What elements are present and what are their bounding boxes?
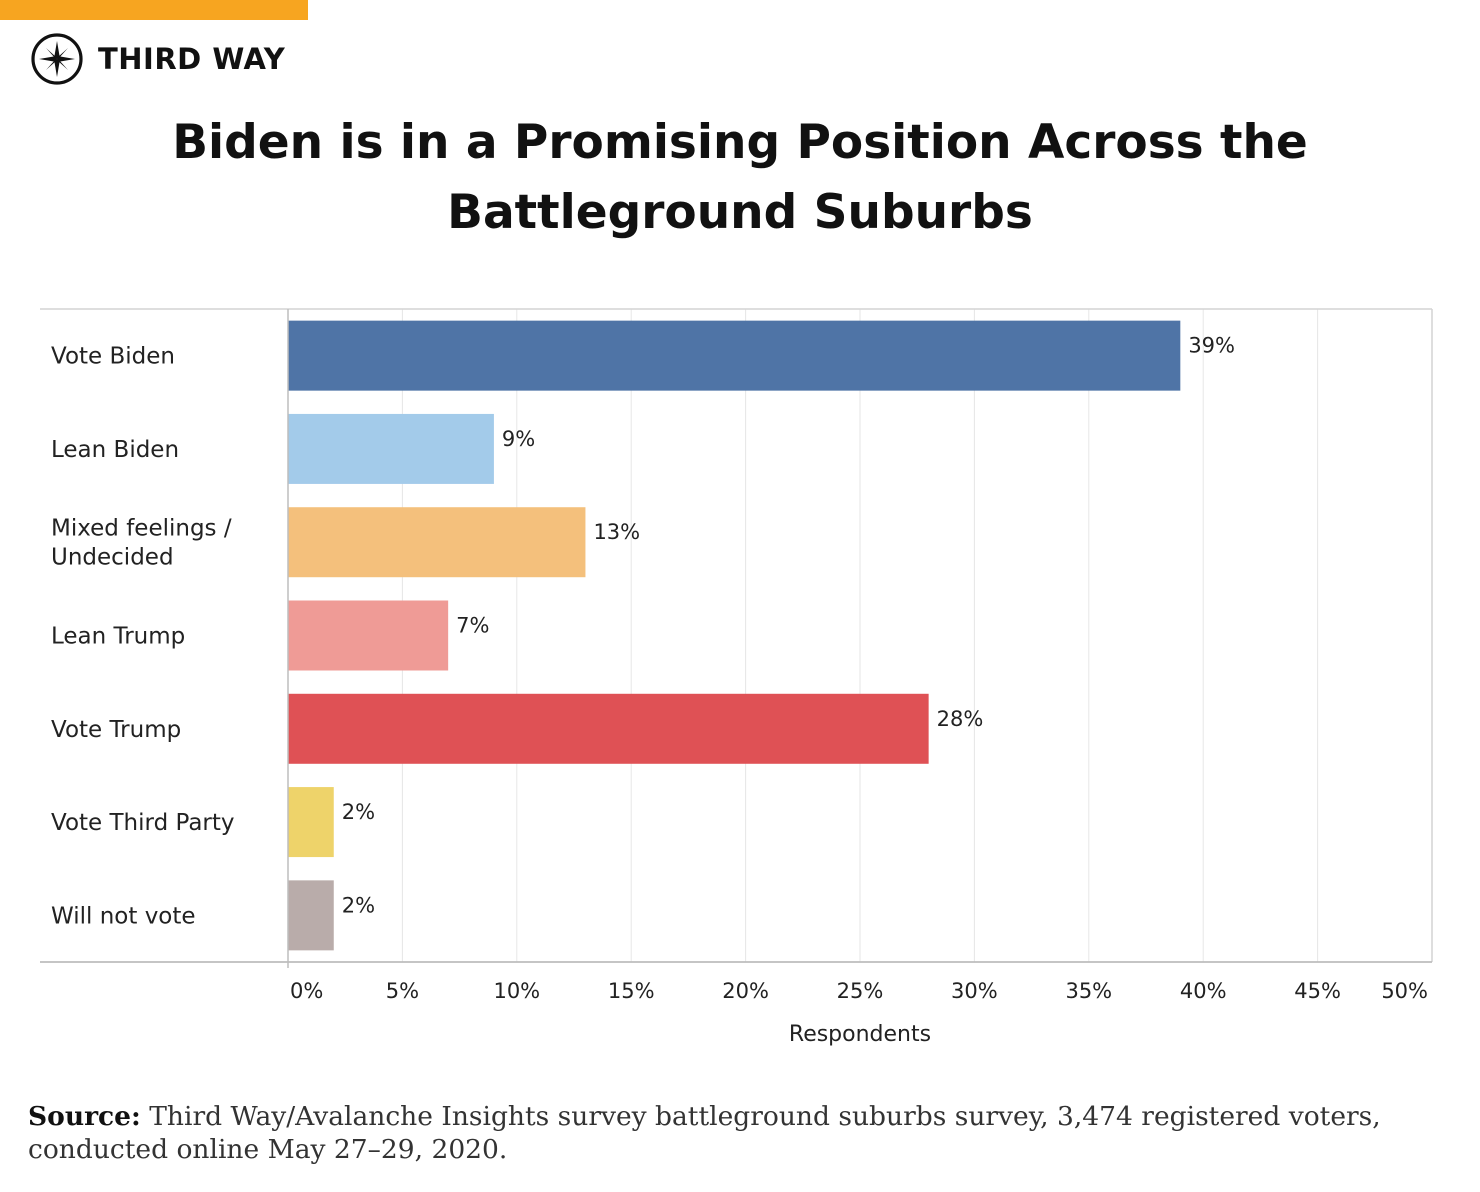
bar: [288, 787, 334, 858]
x-tick-label: 45%: [1294, 979, 1341, 1003]
category-label: Mixed feelings /: [51, 516, 232, 542]
x-axis-title: Respondents: [789, 1022, 931, 1047]
x-tick-label: 25%: [837, 979, 884, 1003]
accent-bar: [0, 0, 308, 20]
chart-title: Biden is in a Promising Position Across …: [0, 108, 1480, 248]
category-label: Vote Third Party: [51, 810, 235, 836]
chart-title-line-1: Biden is in a Promising Position Across …: [172, 115, 1308, 170]
category-label: Lean Trump: [51, 624, 185, 650]
source-text: Third Way/Avalanche Insights survey batt…: [28, 1101, 1381, 1165]
bar: [288, 880, 334, 951]
bar-chart: 39% Vote Biden 9% Lean Biden 13% Mixed feelin…: [40, 308, 1433, 1047]
brand-name: THIRD WAY: [98, 42, 286, 76]
bar: [288, 413, 494, 484]
x-tick-label: 10%: [493, 979, 540, 1003]
chart-title-line-2: Battleground Suburbs: [447, 185, 1033, 240]
value-label: 28%: [937, 707, 984, 731]
value-label: 9%: [502, 427, 535, 451]
compass-star-icon: [31, 33, 83, 85]
x-tick-label: 35%: [1065, 979, 1112, 1003]
bar: [288, 507, 586, 578]
x-tick-label: 5%: [386, 979, 419, 1003]
bar: [288, 600, 449, 671]
category-label: Vote Trump: [51, 717, 181, 743]
source-note: Source: Third Way/Avalanche Insights sur…: [28, 1100, 1448, 1166]
brand-header: THIRD WAY: [30, 30, 285, 88]
bar: [288, 693, 929, 764]
bar: [288, 320, 1181, 391]
value-label: 13%: [593, 520, 640, 544]
x-tick-label: 0%: [290, 979, 323, 1003]
x-tick-label: 40%: [1180, 979, 1227, 1003]
value-label: 7%: [456, 614, 489, 638]
value-label: 39%: [1188, 334, 1235, 358]
x-tick-label: 20%: [722, 979, 769, 1003]
x-tick-label: 15%: [608, 979, 655, 1003]
value-label: 2%: [342, 893, 375, 917]
category-label: Will not vote: [51, 903, 196, 929]
category-label: Lean Biden: [51, 437, 179, 463]
x-tick-label: 50%: [1381, 979, 1428, 1003]
category-label: Vote Biden: [51, 344, 175, 370]
value-label: 2%: [342, 800, 375, 824]
category-label: Undecided: [51, 545, 174, 571]
source-label: Source:: [28, 1101, 141, 1132]
x-tick-label: 30%: [951, 979, 998, 1003]
